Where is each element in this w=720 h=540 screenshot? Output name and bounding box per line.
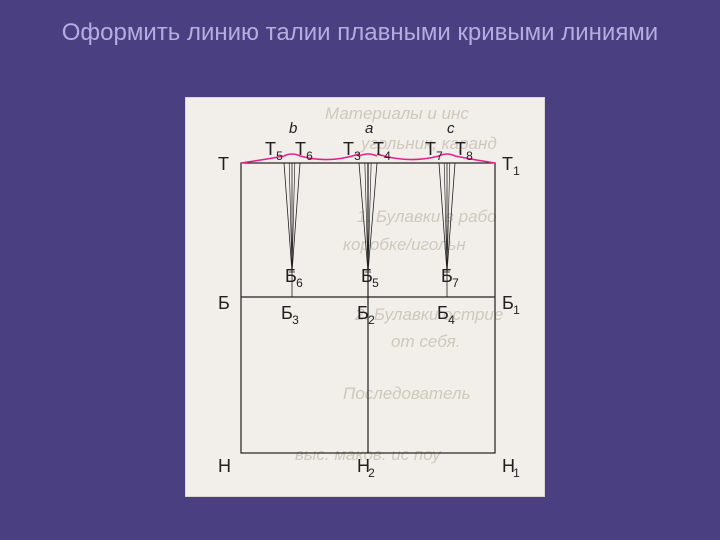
svg-text:2: 2 <box>368 466 375 480</box>
svg-text:Б: Б <box>437 303 449 323</box>
svg-text:c: c <box>447 120 455 137</box>
svg-text:Последователь: Последователь <box>343 384 471 403</box>
svg-text:1: 1 <box>513 466 520 480</box>
label-T: Т <box>218 154 229 174</box>
svg-text:5: 5 <box>276 149 283 163</box>
svg-text:Н: Н <box>218 456 231 476</box>
svg-text:Б: Б <box>361 266 373 286</box>
label-b: b <box>289 120 297 137</box>
label-a: a <box>365 120 373 137</box>
svg-text:4: 4 <box>384 149 391 163</box>
svg-text:Т: Т <box>343 139 354 159</box>
svg-text:Т: Т <box>295 139 306 159</box>
svg-text:3: 3 <box>354 149 361 163</box>
svg-text:1: 1 <box>513 164 520 178</box>
svg-text:5: 5 <box>372 276 379 290</box>
svg-text:от себя.: от себя. <box>391 332 460 351</box>
svg-text:Б: Б <box>441 266 453 286</box>
svg-text:Т: Т <box>265 139 276 159</box>
svg-text:Б: Б <box>285 266 297 286</box>
svg-text:1: 1 <box>513 303 520 317</box>
svg-text:7: 7 <box>452 276 459 290</box>
svg-text:3: 3 <box>292 313 299 327</box>
svg-text:Т: Т <box>425 139 436 159</box>
svg-text:2: 2 <box>368 313 375 327</box>
svg-text:4: 4 <box>448 313 455 327</box>
label-c: c <box>447 120 455 137</box>
svg-text:a: a <box>365 120 373 137</box>
svg-text:1. Булавки в рабо: 1. Булавки в рабо <box>357 207 497 226</box>
svg-text:6: 6 <box>306 149 313 163</box>
svg-text:Б: Б <box>281 303 293 323</box>
svg-text:8: 8 <box>466 149 473 163</box>
svg-text:Т: Т <box>455 139 466 159</box>
svg-text:Б: Б <box>502 293 514 313</box>
svg-text:Т: Т <box>373 139 384 159</box>
svg-text:Т: Т <box>218 154 229 174</box>
svg-text:b: b <box>289 120 297 137</box>
svg-text:Б: Б <box>218 293 230 313</box>
label-B: Б <box>218 293 230 313</box>
svg-text:Б: Б <box>357 303 369 323</box>
diagram-container: Материалы и инсугольник, каранд1. Булавк… <box>185 97 545 497</box>
svg-text:2. Булавки острие: 2. Булавки острие <box>354 305 503 324</box>
svg-text:7: 7 <box>436 149 443 163</box>
svg-text:6: 6 <box>296 276 303 290</box>
slide-title: Оформить линию талии плавными кривыми ли… <box>0 18 720 48</box>
label-H: Н <box>218 456 231 476</box>
svg-text:Т: Т <box>502 154 513 174</box>
